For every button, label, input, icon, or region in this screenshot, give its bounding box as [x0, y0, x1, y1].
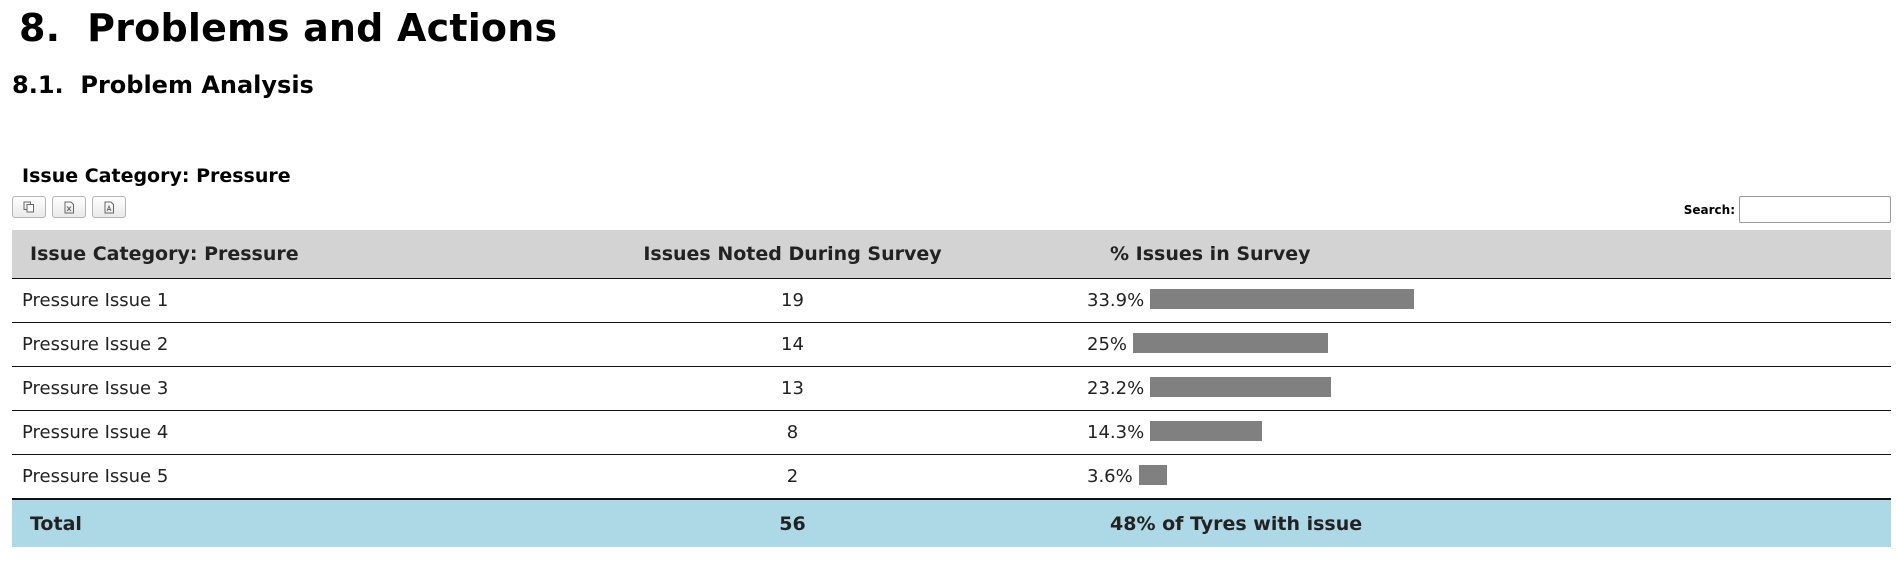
column-header-percent[interactable]: % Issues in Survey [995, 230, 1891, 279]
table-row: Pressure Issue 2 14 25% [12, 322, 1891, 367]
row-count: 8 [590, 410, 995, 455]
column-header-count[interactable]: Issues Noted During Survey [590, 230, 995, 279]
row-category: Pressure Issue 2 [12, 322, 590, 367]
excel-icon [63, 201, 75, 214]
footer-total-percent: 48% of Tyres with issue [995, 498, 1891, 547]
percent-bar [1133, 332, 1329, 353]
row-percent: 14.3% [1087, 422, 1145, 443]
row-percent-cell: 23.2% [995, 366, 1891, 411]
issues-table: Issue Category: Pressure Issues Noted Du… [12, 230, 1891, 547]
section-title-text: Problems and Actions [87, 6, 558, 50]
export-button-group [12, 196, 126, 218]
row-count: 14 [590, 322, 995, 367]
pdf-icon [103, 201, 115, 214]
table-row: Pressure Issue 1 19 33.9% [12, 278, 1891, 323]
row-percent-cell: 3.6% [995, 454, 1891, 500]
row-count: 13 [590, 366, 995, 411]
column-header-category[interactable]: Issue Category: Pressure [12, 230, 590, 279]
percent-bar [1150, 376, 1332, 397]
row-percent-cell: 14.3% [995, 410, 1891, 455]
row-percent-cell: 33.9% [995, 278, 1891, 323]
search-container: Search: [1684, 196, 1891, 223]
footer-total-label: Total [12, 498, 590, 547]
footer-total-count: 56 [590, 498, 995, 547]
search-label: Search: [1683, 202, 1735, 217]
row-category: Pressure Issue 4 [12, 410, 590, 455]
row-count: 2 [590, 454, 995, 500]
section-number: 8. [19, 6, 61, 50]
percent-bar [1150, 288, 1415, 309]
copy-icon [23, 201, 35, 213]
pdf-export-button[interactable] [92, 196, 126, 218]
table-row: Pressure Issue 4 8 14.3% [12, 410, 1891, 455]
row-percent: 3.6% [1087, 466, 1133, 487]
subsection-title-text: Problem Analysis [80, 71, 314, 99]
table-row: Pressure Issue 3 13 23.2% [12, 366, 1891, 411]
subsection-title: 8.1. Problem Analysis [12, 71, 314, 99]
copy-button[interactable] [12, 196, 46, 218]
table-footer-row: Total 56 48% of Tyres with issue [12, 498, 1891, 547]
subsection-number: 8.1. [12, 71, 64, 99]
table-row: Pressure Issue 5 2 3.6% [12, 454, 1891, 500]
percent-bar [1138, 464, 1167, 485]
row-category: Pressure Issue 1 [12, 278, 590, 323]
row-percent: 25% [1087, 334, 1128, 355]
row-category: Pressure Issue 5 [12, 454, 590, 500]
excel-export-button[interactable] [52, 196, 86, 218]
row-percent: 33.9% [1087, 290, 1145, 311]
table-header-row: Issue Category: Pressure Issues Noted Du… [12, 230, 1891, 279]
row-percent-cell: 25% [995, 322, 1891, 367]
table-caption: Issue Category: Pressure [22, 165, 291, 187]
row-percent: 23.2% [1087, 378, 1145, 399]
search-input[interactable] [1739, 196, 1891, 223]
section-title: 8. Problems and Actions [19, 6, 557, 50]
row-category: Pressure Issue 3 [12, 366, 590, 411]
row-count: 19 [590, 278, 995, 323]
percent-bar [1150, 420, 1263, 441]
